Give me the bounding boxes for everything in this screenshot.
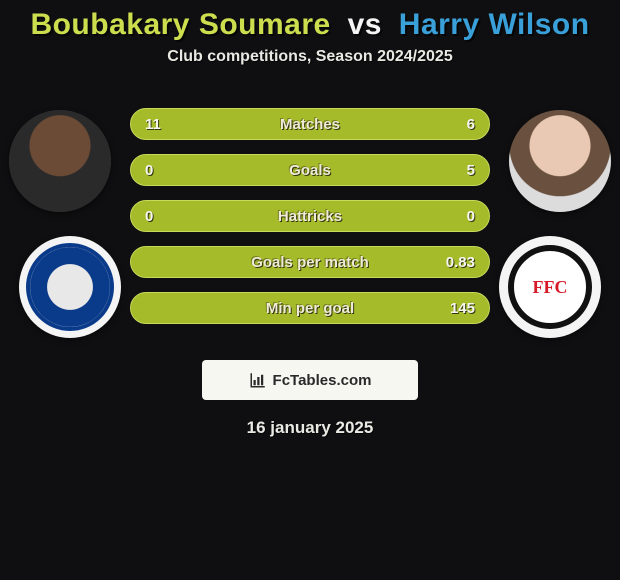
stat-row: 0 Goals 5 (130, 154, 490, 186)
stat-value-left (131, 293, 159, 323)
player2-face-placeholder (509, 110, 611, 212)
comparison-title: Boubakary Soumare vs Harry Wilson (0, 0, 620, 48)
vs-separator: vs (348, 8, 382, 41)
comparison-panel: FFC 11 Matches 6 0 Goals 5 0 Hattricks 0 Goals pe… (0, 88, 620, 348)
stat-value-left: 0 (131, 155, 167, 185)
stat-value-right: 0.83 (432, 247, 489, 277)
stat-rows: 11 Matches 6 0 Goals 5 0 Hattricks 0 Goals per ma… (130, 108, 490, 324)
stat-label: Matches (280, 116, 340, 133)
stat-value-left: 11 (131, 109, 175, 139)
stat-value-right: 145 (436, 293, 489, 323)
stat-label: Min per goal (266, 300, 354, 317)
player2-avatar (509, 110, 611, 212)
player1-club-badge (19, 236, 121, 338)
stat-value-right: 5 (453, 155, 489, 185)
player2-club-badge: FFC (499, 236, 601, 338)
stat-row: 0 Hattricks 0 (130, 200, 490, 232)
stat-row: Min per goal 145 (130, 292, 490, 324)
stat-label: Goals (289, 162, 331, 179)
source-label: FcTables.com (273, 372, 372, 389)
subtitle: Club competitions, Season 2024/2025 (0, 48, 620, 66)
fulham-crest-placeholder: FFC (508, 245, 592, 329)
leicester-crest-placeholder (26, 243, 114, 331)
player2-name: Harry Wilson (399, 8, 590, 41)
snapshot-date: 16 january 2025 (0, 418, 620, 438)
player1-face-placeholder (9, 110, 111, 212)
stat-label: Goals per match (251, 254, 369, 271)
stat-value-left: 0 (131, 201, 167, 231)
stat-label: Hattricks (278, 208, 342, 225)
source-attribution: FcTables.com (202, 360, 418, 400)
stat-value-right: 6 (453, 109, 489, 139)
player1-avatar (9, 110, 111, 212)
stat-value-left (131, 247, 159, 277)
player1-name: Boubakary Soumare (30, 8, 330, 41)
stat-value-right: 0 (453, 201, 489, 231)
chart-icon (249, 371, 267, 389)
stat-row: Goals per match 0.83 (130, 246, 490, 278)
stat-row: 11 Matches 6 (130, 108, 490, 140)
